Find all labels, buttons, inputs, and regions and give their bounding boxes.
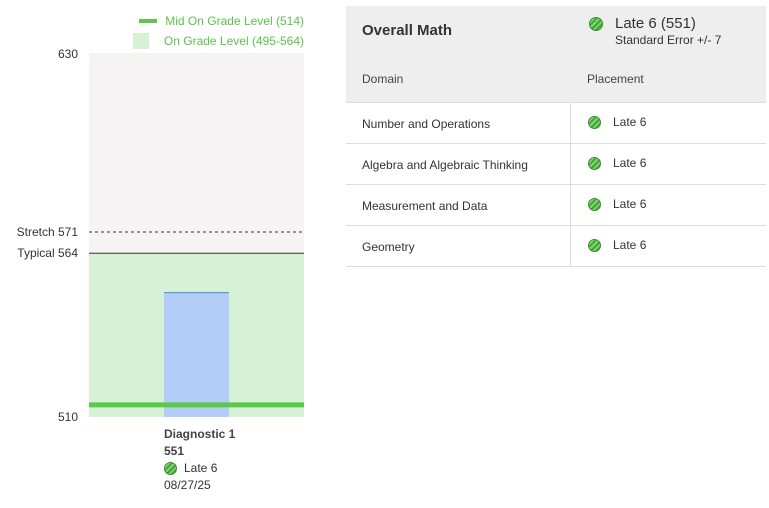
column-divider [570, 144, 571, 184]
domain-placement: Late 6 [588, 197, 646, 211]
legend-mid-swatch [139, 19, 158, 23]
table-row[interactable]: Algebra and Algebraic Thinking Late 6 [346, 144, 766, 185]
standard-error: Standard Error +/- 7 [615, 33, 722, 47]
y-tick-top: 630 [58, 47, 78, 61]
column-header-domain: Domain [362, 72, 404, 86]
table-row[interactable]: Number and Operations Late 6 [346, 103, 766, 144]
legend-band-swatch [132, 33, 149, 49]
domain-placement: Late 6 [588, 156, 646, 170]
domain-name: Number and Operations [362, 117, 491, 131]
placement-icon [588, 156, 601, 170]
overall-placement: Late 6 (551) Standard Error +/- 7 [589, 15, 721, 47]
domain-placement-label: Late 6 [613, 115, 647, 129]
overall-placement-label: Late 6 (551) [615, 15, 696, 32]
domain-name: Algebra and Algebraic Thinking [362, 158, 528, 172]
table-title: Overall Math [362, 22, 453, 39]
diagnostic-title: Diagnostic 1 [164, 427, 236, 441]
column-header-placement: Placement [587, 72, 644, 86]
column-divider [570, 185, 571, 225]
legend-on-grade: On Grade Level (495-564) [132, 33, 304, 49]
domain-placement: Late 6 [588, 115, 646, 129]
chart-legend: Mid On Grade Level (514) On Grade Level … [0, 0, 310, 52]
placement-icon [164, 462, 177, 475]
typical-label: Typical 564 [17, 246, 78, 260]
domain-table: Overall Math Late 6 (551) Standard Error… [346, 6, 766, 267]
table-row[interactable]: Measurement and Data Late 6 [346, 185, 766, 226]
score-bar[interactable] [164, 292, 229, 417]
diagnostic-score: 551 [164, 444, 185, 458]
domain-placement: Late 6 [588, 238, 646, 252]
legend-mid-level: Mid On Grade Level (514) [139, 14, 304, 28]
placement-icon [588, 238, 601, 252]
y-tick-bottom: 510 [58, 410, 78, 424]
y-tick-labels: 630 510 [58, 47, 78, 424]
score-chart: 630 510 Stretch 571 Typical 564 [17, 47, 304, 424]
placement-icon [589, 16, 603, 31]
placement-icon [588, 115, 601, 129]
diagnostic-summary: Diagnostic 1 551 Late 6 08/27/25 [164, 426, 314, 494]
stretch-label: Stretch 571 [17, 225, 79, 239]
domain-placement-label: Late 6 [613, 238, 647, 252]
domain-name: Measurement and Data [362, 199, 488, 213]
domain-placement-label: Late 6 [613, 197, 647, 211]
placement-icon [588, 197, 601, 211]
table-row[interactable]: Geometry Late 6 [346, 226, 766, 267]
column-divider [570, 226, 571, 266]
legend-band-label: On Grade Level (495-564) [163, 34, 304, 48]
domain-name: Geometry [362, 240, 415, 254]
diagnostic-placement-label: Late 6 [184, 461, 218, 475]
legend-mid-label: Mid On Grade Level (514) [165, 14, 304, 28]
table-body: Number and Operations Late 6 Algebra and A… [346, 103, 766, 267]
diagnostic-placement: Late 6 [164, 460, 314, 477]
domain-placement-label: Late 6 [613, 156, 647, 170]
table-header: Overall Math Late 6 (551) Standard Error… [346, 6, 766, 102]
diagnostic-date: 08/27/25 [164, 478, 211, 492]
column-divider [570, 103, 571, 143]
